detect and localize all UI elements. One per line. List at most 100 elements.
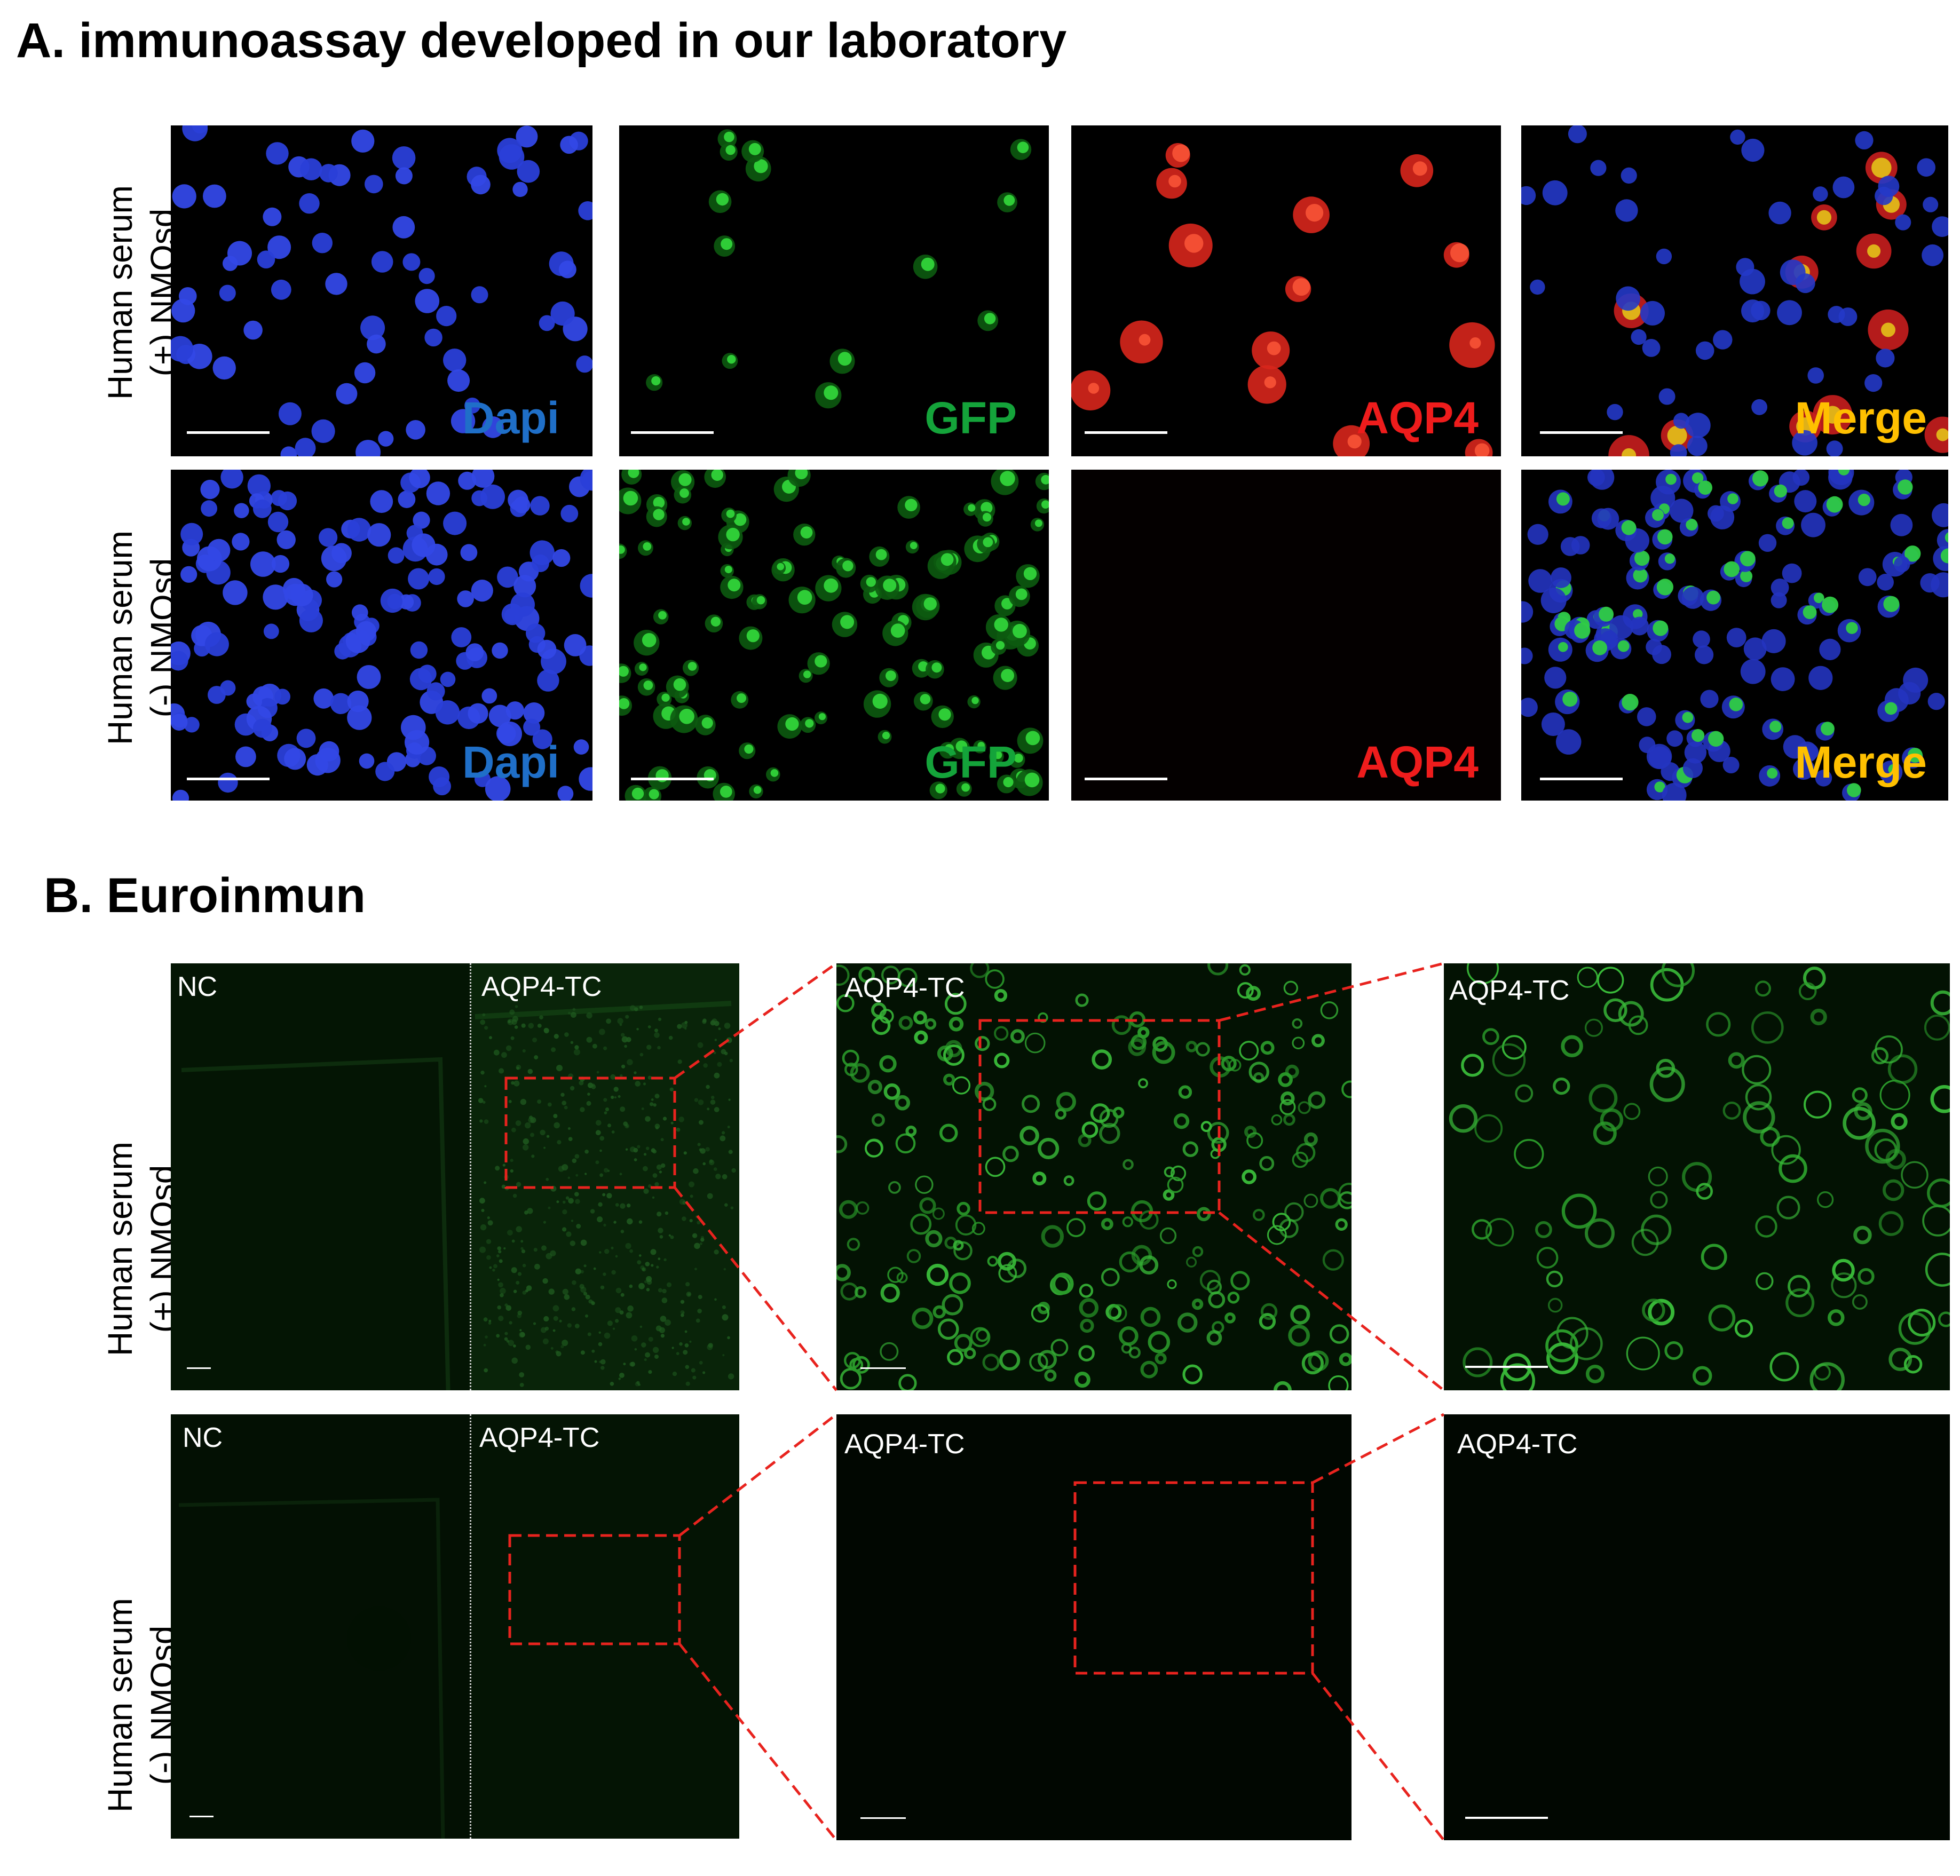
cell-mark xyxy=(1809,1362,1845,1390)
cell-mark xyxy=(872,693,888,709)
cell-mark xyxy=(1003,194,1015,206)
cell-mark xyxy=(489,1036,492,1040)
cell-mark xyxy=(722,1174,728,1180)
cell-mark xyxy=(1782,517,1794,529)
micrograph-merge-negative: Merge xyxy=(1521,470,1948,801)
cell-mark xyxy=(867,1080,882,1095)
cell-mark xyxy=(722,1131,725,1135)
cell-mark xyxy=(679,1342,683,1346)
cell-mark xyxy=(511,1357,518,1364)
cell-mark xyxy=(975,1035,990,1051)
cell-mark xyxy=(351,129,375,153)
cell-mark xyxy=(999,1349,1021,1371)
cell-mark xyxy=(630,1362,635,1367)
cell-mark xyxy=(564,1105,568,1110)
cell-mark xyxy=(232,533,250,551)
cell-mark xyxy=(1826,440,1843,456)
cell-mark xyxy=(658,1257,661,1260)
cell-mark xyxy=(697,1309,702,1313)
cell-mark xyxy=(1281,1091,1295,1106)
scale-bar xyxy=(860,1367,906,1369)
cell-mark xyxy=(680,1300,685,1304)
cell-mark xyxy=(881,965,900,985)
channel-label-gfp: GFP xyxy=(924,393,1017,443)
cell-mark xyxy=(443,511,467,535)
cell-mark xyxy=(886,670,896,681)
cell-mark xyxy=(516,125,538,148)
cell-mark xyxy=(487,1216,490,1220)
cell-mark xyxy=(1743,1101,1775,1134)
cell-mark xyxy=(519,1383,524,1387)
cell-mark xyxy=(505,1045,512,1051)
cell-mark xyxy=(171,336,193,362)
cell-mark xyxy=(1545,1329,1579,1363)
cell-mark xyxy=(634,1158,637,1161)
cell-mark xyxy=(748,143,761,155)
cell-mark xyxy=(961,783,970,792)
cell-mark xyxy=(500,1293,504,1297)
cell-mark xyxy=(942,1294,963,1316)
cell-mark xyxy=(334,643,351,660)
cell-mark xyxy=(1037,1350,1057,1370)
cell-mark xyxy=(638,1283,645,1289)
cell-mark xyxy=(1029,1352,1048,1372)
cell-mark xyxy=(694,1098,699,1102)
cell-mark xyxy=(388,547,405,564)
cell-mark xyxy=(243,320,263,340)
cell-mark xyxy=(1292,1151,1308,1168)
cell-mark xyxy=(603,1223,606,1227)
cell-mark xyxy=(1901,1161,1929,1189)
cell-mark xyxy=(1341,1080,1352,1098)
cell-mark xyxy=(665,1211,669,1215)
cell-mark xyxy=(1622,448,1637,456)
cell-mark xyxy=(497,1278,500,1281)
cell-mark xyxy=(968,504,976,512)
cell-mark xyxy=(1937,529,1948,551)
cell-mark xyxy=(517,160,540,183)
cell-mark xyxy=(658,611,667,620)
cell-mark xyxy=(1500,1363,1535,1390)
cell-mark xyxy=(644,1280,647,1284)
cell-mark xyxy=(1888,764,1899,775)
cell-mark xyxy=(436,306,457,327)
cell-mark xyxy=(1667,425,1687,446)
cell-mark xyxy=(673,678,686,691)
cell-mark xyxy=(875,549,887,560)
cell-mark xyxy=(994,1026,1009,1041)
overview-image xyxy=(171,963,739,1390)
cell-mark xyxy=(580,1107,585,1112)
channel-label-dapi: Dapi xyxy=(462,737,559,787)
cell-mark xyxy=(516,1182,521,1187)
cell-mark xyxy=(700,1148,706,1154)
cell-mark xyxy=(651,376,661,386)
cell-mark xyxy=(895,1133,916,1154)
cell-mark xyxy=(1211,1137,1227,1152)
cell-mark xyxy=(615,1203,619,1207)
cell-mark xyxy=(639,1325,643,1328)
cell-mark xyxy=(533,1248,538,1252)
cell-mark xyxy=(919,1197,936,1214)
cell-mark xyxy=(726,509,735,518)
cell-mark xyxy=(842,560,853,572)
cell-mark xyxy=(520,1098,527,1105)
cell-mark xyxy=(519,1372,525,1378)
cell-mark xyxy=(367,334,386,354)
cell-mark xyxy=(266,142,289,165)
cell-mark xyxy=(584,1173,587,1175)
cell-mark xyxy=(531,554,549,572)
cell-mark xyxy=(501,1052,507,1058)
cell-mark xyxy=(1210,1056,1231,1078)
cell-mark xyxy=(656,1265,659,1269)
cell-mark xyxy=(1653,620,1669,636)
cell-mark xyxy=(552,1329,556,1332)
cell-mark xyxy=(629,1284,633,1288)
cell-mark xyxy=(471,286,488,304)
cell-mark xyxy=(1139,1255,1159,1275)
cell-mark xyxy=(649,789,659,800)
cell-mark xyxy=(1662,782,1687,801)
cell-mark xyxy=(276,530,296,549)
cell-mark xyxy=(527,1208,533,1214)
cell-mark xyxy=(574,1192,579,1197)
cell-mark xyxy=(479,1246,486,1253)
cell-mark xyxy=(413,511,430,529)
